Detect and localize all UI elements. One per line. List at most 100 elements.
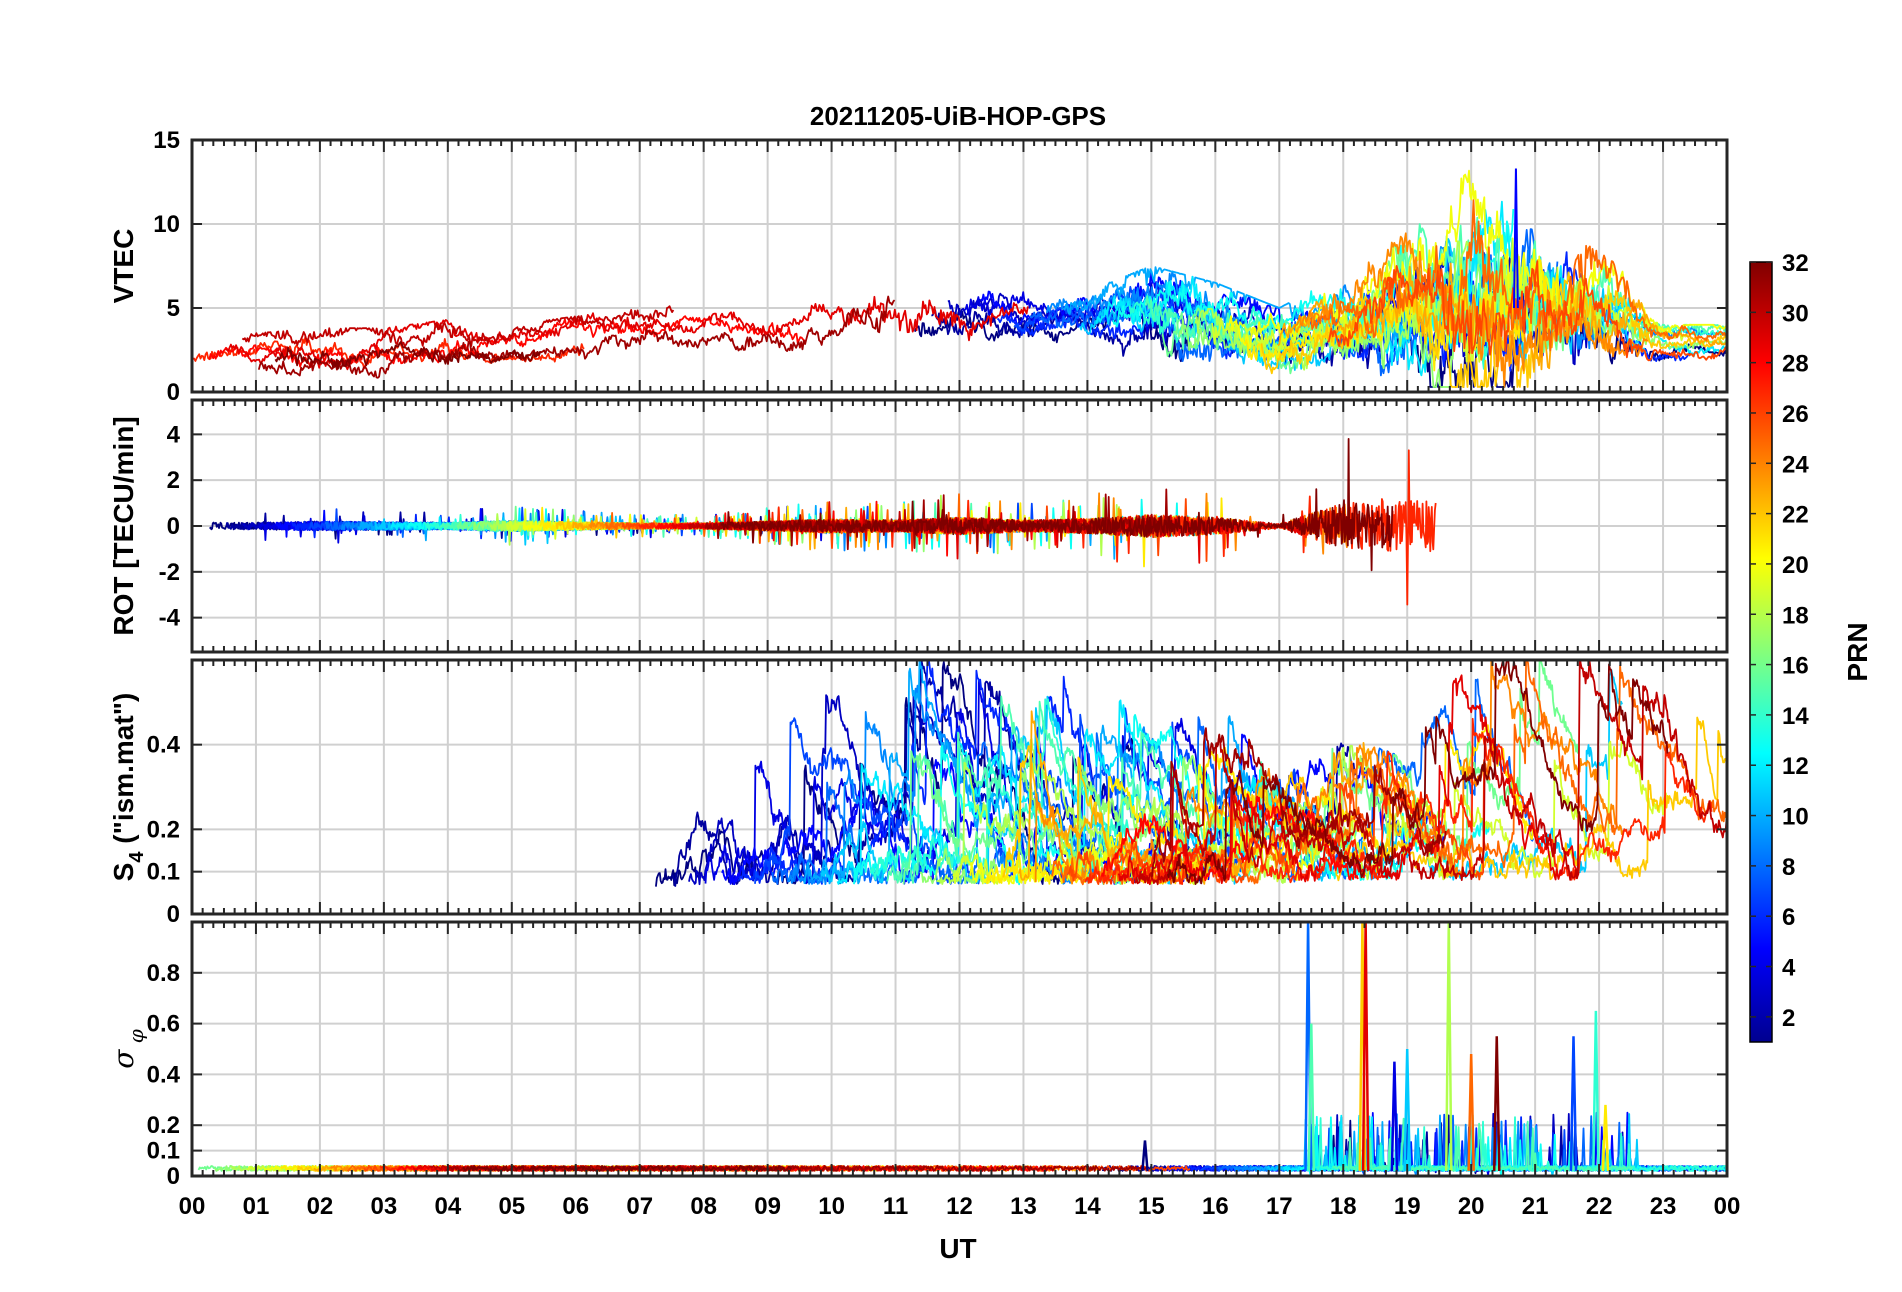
series-group bbox=[197, 922, 1727, 1176]
series-line bbox=[225, 295, 1029, 371]
y-axis-label: VTEC bbox=[108, 229, 139, 304]
spike-line bbox=[1601, 1104, 1610, 1171]
grid bbox=[191, 400, 1728, 652]
x-tick-label: 10 bbox=[818, 1193, 845, 1220]
tick-marks bbox=[191, 139, 1728, 393]
series-line bbox=[853, 714, 1490, 886]
y-tick-label: 0.6 bbox=[147, 1011, 180, 1038]
series-group bbox=[209, 437, 1437, 606]
y-tick-label: 0.8 bbox=[147, 960, 180, 987]
series-line bbox=[935, 738, 1446, 885]
y-tick-label: 5 bbox=[167, 295, 180, 322]
colorbar-label: PRN bbox=[1842, 622, 1873, 681]
colorbar-tick-label: 28 bbox=[1782, 351, 1809, 378]
chart-title: 20211205-UiB-HOP-GPS bbox=[810, 101, 1106, 131]
y-tick-label: 0.2 bbox=[147, 816, 180, 843]
y-tick-label: 0 bbox=[167, 901, 180, 928]
x-tick-label: 06 bbox=[562, 1193, 589, 1220]
series-line bbox=[1067, 759, 1491, 885]
spike-line bbox=[1444, 922, 1453, 1171]
spike-line bbox=[1569, 1036, 1578, 1171]
y-tick-label: 0 bbox=[167, 513, 180, 540]
colorbar-tick-label: 6 bbox=[1782, 904, 1795, 931]
colorbar-tick-label: 24 bbox=[1782, 451, 1809, 478]
colorbar-tick-label: 4 bbox=[1782, 955, 1796, 982]
y-tick-label: -4 bbox=[159, 605, 181, 632]
series-group bbox=[655, 660, 1727, 887]
y-axis-label: S4 ("ism.mat") bbox=[108, 693, 148, 882]
x-tick-label: 08 bbox=[690, 1193, 717, 1220]
spike-line bbox=[1390, 1061, 1399, 1171]
series-line bbox=[257, 295, 896, 379]
x-tick-label: 00 bbox=[179, 1193, 206, 1220]
series-line bbox=[1084, 717, 1713, 885]
x-tick-label: 09 bbox=[754, 1193, 781, 1220]
series-line bbox=[1150, 727, 1447, 878]
y-axis-label: σ φ bbox=[107, 1029, 148, 1069]
series-line bbox=[446, 1165, 1147, 1172]
colorbar-tick-label: 2 bbox=[1782, 1005, 1795, 1032]
colorbar-tick-label: 18 bbox=[1782, 602, 1809, 629]
x-tick-label: 14 bbox=[1074, 1193, 1101, 1220]
x-tick-label: 12 bbox=[946, 1193, 973, 1220]
colorbar-tick-label: 12 bbox=[1782, 753, 1809, 780]
x-tick-label: 23 bbox=[1650, 1193, 1677, 1220]
peak-line bbox=[1513, 168, 1519, 309]
spike-line bbox=[1307, 1023, 1316, 1171]
y-tick-label: 10 bbox=[153, 211, 180, 238]
x-tick-label: 00 bbox=[1714, 1193, 1741, 1220]
x-tick-label: 17 bbox=[1266, 1193, 1293, 1220]
colorbar-tick-label: 30 bbox=[1782, 300, 1809, 327]
y-tick-label: -2 bbox=[159, 559, 180, 586]
series-line bbox=[1332, 1117, 1634, 1172]
x-tick-label: 20 bbox=[1458, 1193, 1485, 1220]
x-tick-labels: 00 01 02 03 04 05 06 07 08 09 10 11 12 13 14 15 16 17 18 19… bbox=[179, 1193, 1741, 1220]
tick-marks bbox=[191, 922, 1728, 1177]
y-tick-label: 0.4 bbox=[147, 1061, 181, 1088]
series-line bbox=[754, 707, 1313, 885]
series-line bbox=[1051, 660, 1727, 886]
x-tick-label: 21 bbox=[1522, 1193, 1549, 1220]
y-tick-label: 0.1 bbox=[147, 1138, 180, 1165]
y-axis-label: ROT [TECU/min] bbox=[108, 416, 139, 635]
x-tick-label: 16 bbox=[1202, 1193, 1229, 1220]
x-tick-label: 04 bbox=[434, 1193, 461, 1220]
colorbar-tick-label: 32 bbox=[1782, 250, 1809, 277]
panel-rot: -4 -2 0 2 4 ROT [TECU/min] bbox=[108, 398, 1729, 654]
series-group bbox=[192, 168, 1727, 388]
x-tick-label: 15 bbox=[1138, 1193, 1165, 1220]
y-tick-label: 0 bbox=[167, 379, 180, 406]
x-tick-label: 02 bbox=[307, 1193, 334, 1220]
series-line bbox=[1327, 260, 1727, 362]
panel-sigma-phi: 00.10.2 0.4 0.6 0.8 σ φ bbox=[107, 920, 1729, 1190]
series-line bbox=[720, 437, 1394, 572]
series-line bbox=[241, 305, 675, 348]
x-axis-label: UT bbox=[939, 1233, 976, 1264]
y-tick-label: 0 bbox=[167, 1163, 180, 1190]
y-tick-label: 0.4 bbox=[147, 732, 181, 759]
x-tick-label: 13 bbox=[1010, 1193, 1037, 1220]
x-tick-label: 19 bbox=[1394, 1193, 1421, 1220]
colorbar-tick-label: 26 bbox=[1782, 401, 1809, 428]
tick-marks bbox=[191, 660, 1728, 915]
x-tick-label: 01 bbox=[243, 1193, 270, 1220]
x-tick-label: 22 bbox=[1586, 1193, 1613, 1220]
spike-line bbox=[1492, 1036, 1501, 1171]
y-tick-label: 4 bbox=[167, 421, 181, 448]
spike-line bbox=[1592, 1010, 1600, 1171]
spike-line bbox=[1141, 1140, 1149, 1172]
series-line bbox=[1260, 271, 1727, 388]
spike-line bbox=[1403, 1048, 1412, 1171]
colorbar-tick-label: 14 bbox=[1782, 703, 1809, 730]
x-tick-label: 11 bbox=[883, 1193, 908, 1220]
x-tick-label: 05 bbox=[498, 1193, 525, 1220]
spike-line bbox=[1361, 922, 1370, 1171]
colorbar-gradient bbox=[1749, 261, 1773, 1043]
series-line bbox=[1166, 660, 1669, 885]
series-line bbox=[274, 341, 541, 370]
colorbar-tick-label: 22 bbox=[1782, 502, 1809, 529]
